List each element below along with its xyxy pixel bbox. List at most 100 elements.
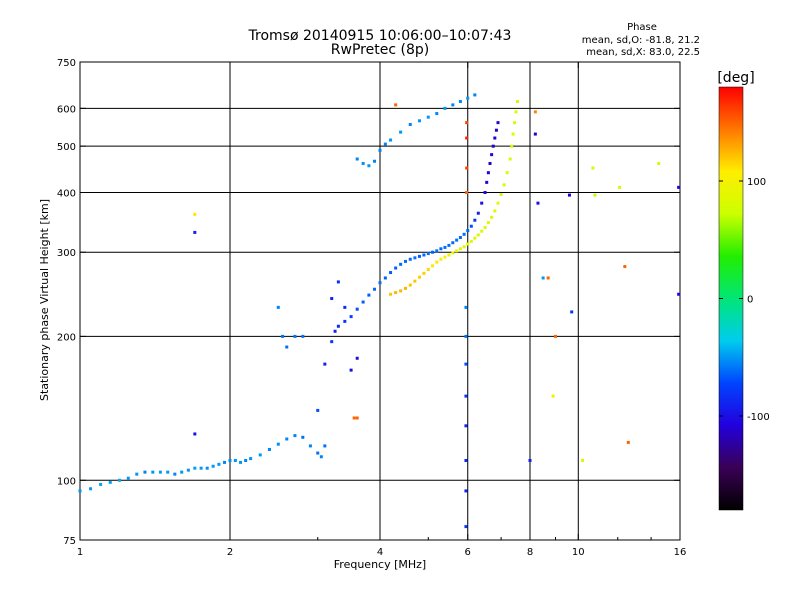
- data-point: [553, 334, 557, 338]
- data-point: [458, 236, 462, 240]
- data-point: [515, 100, 519, 104]
- data-point: [488, 161, 492, 165]
- data-point: [483, 225, 487, 229]
- data-point: [276, 305, 280, 309]
- y-tick-label: 750: [57, 58, 76, 69]
- data-point: [485, 180, 489, 184]
- data-point: [355, 307, 359, 311]
- y-axis-label: Stationary phase Virtual Height [km]: [38, 199, 51, 401]
- y-tick-label: 100: [57, 476, 76, 487]
- data-point: [570, 310, 574, 314]
- data-point: [394, 266, 398, 270]
- data-point: [355, 356, 359, 360]
- data-point: [389, 292, 393, 296]
- x-tick-label: 4: [377, 547, 383, 558]
- data-point: [352, 416, 356, 420]
- y-tick-label: 300: [57, 248, 76, 259]
- data-point: [499, 193, 503, 197]
- plot-area: 1 2 4 6 8 10 16 75 100 200 300 400 500 600 750: [57, 58, 686, 558]
- data-point: [464, 305, 468, 309]
- data-point: [505, 171, 509, 175]
- data-point: [447, 243, 451, 247]
- data-point: [276, 442, 280, 446]
- data-point: [451, 241, 455, 245]
- data-point: [502, 183, 506, 187]
- data-point: [490, 215, 494, 219]
- data-point: [431, 264, 435, 268]
- data-point: [496, 121, 500, 125]
- data-point: [143, 470, 147, 474]
- data-point: [126, 476, 130, 480]
- data-point: [193, 432, 197, 436]
- data-point: [378, 148, 382, 152]
- data-point: [228, 458, 232, 462]
- data-point: [422, 271, 426, 275]
- data-point: [403, 259, 407, 263]
- x-tick-label: 10: [572, 547, 585, 558]
- data-point: [383, 276, 387, 280]
- data-point: [361, 161, 365, 165]
- data-point: [99, 482, 103, 486]
- data-point: [367, 164, 371, 168]
- data-point: [373, 159, 377, 163]
- data-point: [464, 424, 468, 428]
- chart-subtitle: RwPretec (8p): [331, 42, 429, 58]
- data-point: [135, 472, 139, 476]
- data-point: [223, 460, 227, 464]
- data-point: [293, 334, 297, 338]
- data-point: [510, 144, 514, 148]
- data-point: [466, 96, 470, 100]
- data-point: [435, 112, 439, 116]
- data-point: [239, 460, 243, 464]
- data-point: [476, 233, 480, 237]
- data-point: [623, 265, 627, 269]
- data-point: [426, 268, 430, 272]
- data-point: [413, 279, 417, 283]
- data-point: [205, 466, 209, 470]
- data-point: [541, 276, 545, 280]
- data-point: [389, 271, 393, 275]
- data-point: [399, 262, 403, 266]
- data-point: [528, 458, 532, 462]
- data-point: [426, 115, 430, 119]
- data-point: [389, 138, 393, 142]
- data-point: [417, 254, 421, 258]
- data-point: [677, 185, 681, 189]
- data-point: [466, 242, 470, 246]
- data-point: [469, 224, 473, 228]
- data-point: [267, 447, 271, 451]
- data-point: [464, 458, 468, 462]
- data-point: [301, 435, 305, 439]
- data-point: [480, 229, 484, 233]
- data-point: [349, 368, 353, 372]
- data-point: [319, 455, 323, 459]
- data-point: [496, 201, 500, 205]
- data-point: [426, 252, 430, 256]
- data-point: [464, 362, 468, 366]
- data-point: [455, 249, 459, 253]
- data-point: [336, 324, 340, 328]
- data-point: [546, 276, 550, 280]
- data-point: [193, 230, 197, 234]
- data-point: [281, 334, 285, 338]
- data-point: [473, 93, 477, 97]
- data-point: [493, 136, 497, 140]
- phase-title: Phase: [627, 22, 657, 33]
- x-tick-label: 1: [77, 547, 83, 558]
- data-point: [158, 470, 162, 474]
- data-point: [394, 291, 398, 295]
- data-point: [323, 362, 327, 366]
- data-point: [591, 166, 595, 170]
- y-tick-label: 200: [57, 332, 76, 343]
- x-ticks: 1 2 4 6 8 10 16: [77, 62, 686, 558]
- data-point: [413, 256, 417, 260]
- data-point: [355, 416, 359, 420]
- data-point: [476, 211, 480, 215]
- y-tick-label: 600: [57, 104, 76, 115]
- data-point: [435, 260, 439, 264]
- data-point: [336, 280, 340, 284]
- data-point: [373, 287, 377, 291]
- data-point: [117, 478, 121, 482]
- x-tick-label: 6: [465, 547, 471, 558]
- data-point: [408, 123, 412, 127]
